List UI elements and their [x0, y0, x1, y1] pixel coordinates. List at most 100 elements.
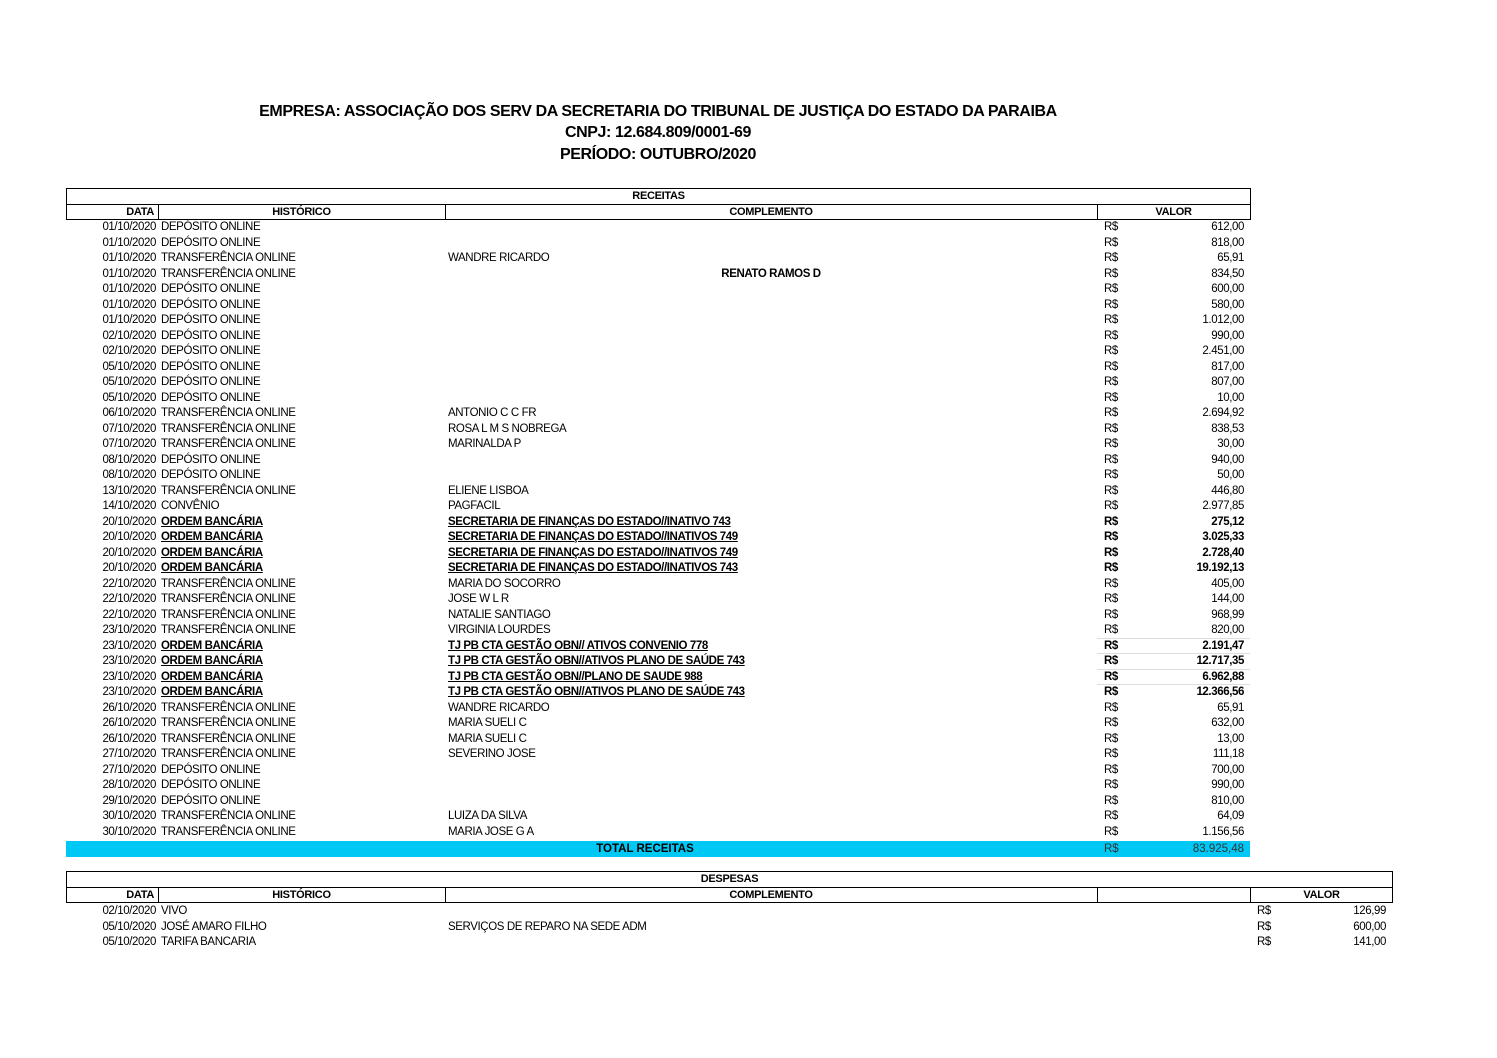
cell-currency: R$: [1104, 407, 1118, 419]
col-valor: VALOR: [1155, 206, 1192, 218]
cell-historico: TRANSFERÊNCIA ONLINE: [161, 732, 296, 745]
cell-currency: R$: [1104, 298, 1118, 311]
divider: [445, 887, 446, 903]
cell-date: 23/10/2020: [102, 624, 156, 636]
cell-historico: TRANSFERÊNCIA ONLINE: [161, 608, 296, 621]
cell-date: 27/10/2020: [102, 763, 156, 776]
cell-currency: R$: [1104, 469, 1118, 481]
cell-historico: DEPÓSITO ONLINE: [161, 469, 261, 481]
cell-date: 01/10/2020: [102, 283, 156, 295]
cell-valor: 2.728,40: [1202, 546, 1244, 559]
cell-currency: R$: [1104, 717, 1118, 729]
cell-historico: TRANSFERÊNCIA ONLINE: [161, 407, 296, 419]
table-row: 05/10/2020 DEPÓSITO ONLINE R$ 807,00: [0, 375, 1497, 390]
table-row: 22/10/2020 TRANSFERÊNCIA ONLINE JOSE W L R…: [0, 592, 1497, 607]
cell-complemento: SEVERINO JOSE: [448, 748, 536, 760]
cell-date: 14/10/2020: [102, 500, 156, 512]
cell-historico: DEPÓSITO ONLINE: [161, 779, 261, 791]
cnpj-title: CNPJ: 12.684.809/0001-69: [564, 124, 752, 141]
cell-valor: 65,91: [1217, 701, 1244, 714]
cell-valor: 141,00: [1353, 936, 1386, 948]
cell-date: 20/10/2020: [102, 531, 156, 543]
table-row: 05/10/2020 JOSÉ AMARO FILHO SERVIÇOS DE RE…: [0, 920, 1497, 935]
cell-date: 01/10/2020: [102, 298, 156, 311]
cell-date: 06/10/2020: [102, 407, 156, 419]
table-row: 27/10/2020 TRANSFERÊNCIA ONLINE SEVERINO J…: [0, 747, 1497, 762]
cell-currency: R$: [1104, 314, 1118, 326]
cell-currency: R$: [1104, 779, 1118, 791]
cell-date: 23/10/2020: [102, 670, 156, 683]
cell-historico: TRANSFERÊNCIA ONLINE: [161, 422, 296, 435]
table-row: 23/10/2020 ORDEM BANCÁRIA TJ PB CTA GESTÃO…: [0, 668, 1497, 685]
cell-currency: R$: [1104, 283, 1118, 295]
cell-currency: R$: [1257, 920, 1271, 933]
divider: [1097, 887, 1098, 903]
cell-valor: 810,00: [1211, 794, 1244, 807]
cell-complemento: TJ PB CTA GESTÃO OBN//ATIVOS PLANO DE SA…: [448, 686, 745, 698]
row-border: [1097, 653, 1250, 654]
table-row: 01/10/2020 DEPÓSITO ONLINE R$ 1.012,00: [0, 313, 1497, 328]
cell-date: 02/10/2020: [102, 329, 156, 342]
cell-date: 05/10/2020: [102, 936, 156, 948]
table-row: 01/10/2020 DEPÓSITO ONLINE R$ 612,00: [0, 220, 1497, 235]
cell-historico: VIVO: [161, 905, 187, 917]
cell-currency: R$: [1104, 484, 1118, 497]
cell-currency: R$: [1104, 732, 1118, 745]
cell-historico: TRANSFERÊNCIA ONLINE: [161, 717, 296, 729]
cell-historico: TRANSFERÊNCIA ONLINE: [161, 252, 296, 264]
table-row: 13/10/2020 TRANSFERÊNCIA ONLINE ELIENE LIS…: [0, 484, 1497, 499]
col-complemento: COMPLEMENTO: [729, 206, 813, 218]
cell-date: 08/10/2020: [102, 453, 156, 466]
cell-date: 05/10/2020: [102, 920, 156, 933]
cell-valor: 807,00: [1211, 376, 1244, 388]
cell-historico: ORDEM BANCÁRIA: [161, 515, 263, 528]
cell-currency: R$: [1104, 686, 1118, 698]
cell-valor: 1.156,56: [1202, 825, 1244, 838]
cell-complemento: TJ PB CTA GESTÃO OBN// ATIVOS CONVENIO 7…: [448, 639, 708, 652]
divider: [66, 887, 1393, 888]
cell-complemento: SERVIÇOS DE REPARO NA SEDE ADM: [448, 920, 647, 933]
cell-historico: DEPÓSITO ONLINE: [161, 763, 261, 776]
cell-valor: 126,99: [1353, 905, 1386, 917]
cell-currency: R$: [1104, 221, 1118, 233]
table-row: 01/10/2020 DEPÓSITO ONLINE R$ 580,00: [0, 298, 1497, 313]
cell-currency: R$: [1104, 639, 1118, 652]
cell-valor: 50,00: [1217, 469, 1244, 481]
cell-date: 02/10/2020: [102, 345, 156, 357]
cell-valor: 64,09: [1217, 810, 1244, 822]
cell-complemento: RENATO RAMOS D: [721, 267, 821, 280]
cell-complemento: MARIA SUELI C: [448, 717, 527, 729]
cell-date: 23/10/2020: [102, 686, 156, 698]
cell-date: 05/10/2020: [102, 376, 156, 388]
receitas-title: RECEITAS: [632, 190, 685, 202]
cell-date: 13/10/2020: [102, 484, 156, 497]
cell-historico: TRANSFERÊNCIA ONLINE: [161, 701, 296, 714]
cell-valor: 990,00: [1211, 779, 1244, 791]
cell-valor: 2.191,47: [1202, 639, 1244, 652]
cell-currency: R$: [1104, 236, 1118, 249]
table-row: 26/10/2020 TRANSFERÊNCIA ONLINE MARIA SUEL…: [0, 716, 1497, 731]
cell-complemento: ELIENE LISBOA: [448, 484, 529, 497]
cell-historico: TRANSFERÊNCIA ONLINE: [161, 748, 296, 760]
cell-currency: R$: [1104, 515, 1118, 528]
cell-currency: R$: [1257, 936, 1271, 948]
cell-complemento: WANDRE RICARDO: [448, 701, 550, 714]
cell-complemento: ROSA L M S NOBREGA: [448, 422, 567, 435]
cell-historico: TARIFA BANCARIA: [161, 936, 256, 948]
cell-complemento: LUIZA DA SILVA: [448, 810, 527, 822]
cell-complemento: MARIA JOSE G A: [448, 825, 534, 838]
cell-currency: R$: [1104, 438, 1118, 450]
cell-date: 01/10/2020: [102, 221, 156, 233]
table-row: 23/10/2020 TRANSFERÊNCIA ONLINE VIRGINIA L…: [0, 623, 1497, 638]
cell-valor: 30,00: [1217, 438, 1244, 450]
cell-date: 20/10/2020: [102, 546, 156, 559]
cell-valor: 990,00: [1211, 329, 1244, 342]
cell-currency: R$: [1104, 608, 1118, 621]
table-row: 20/10/2020 ORDEM BANCÁRIA SECRETARIA DE FI…: [0, 546, 1497, 561]
cell-historico: DEPÓSITO ONLINE: [161, 345, 261, 357]
table-row: 02/10/2020 DEPÓSITO ONLINE R$ 990,00: [0, 329, 1497, 344]
col-data: DATA: [126, 889, 154, 901]
col-historico: HISTÓRICO: [272, 889, 331, 901]
cell-complemento: SECRETARIA DE FINANÇAS DO ESTADO//INATIV…: [448, 531, 738, 543]
cell-complemento: WANDRE RICARDO: [448, 252, 550, 264]
